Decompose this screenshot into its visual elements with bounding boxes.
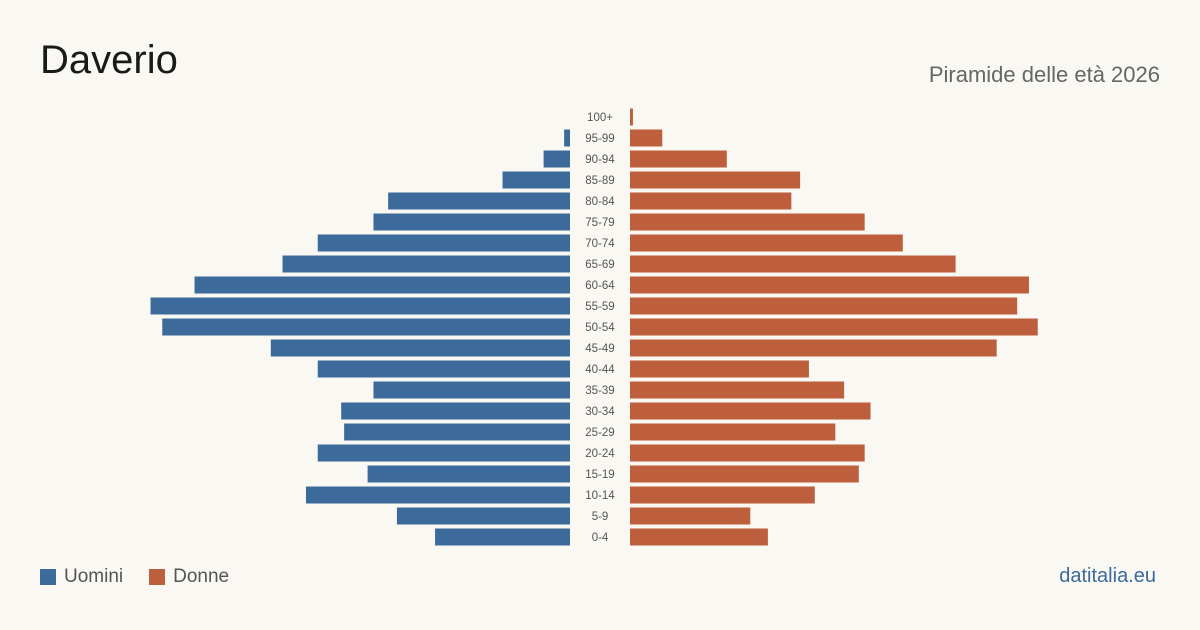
- age-label-90-94: 90-94: [585, 154, 615, 166]
- bar-women-75-79: [630, 213, 865, 231]
- bar-women-70-74: [630, 234, 903, 252]
- bar-women-85-89: [630, 171, 801, 189]
- brand-link[interactable]: datitalia.eu: [1059, 565, 1156, 587]
- age-label-65-69: 65-69: [585, 259, 614, 271]
- age-label-0-4: 0-4: [592, 532, 609, 544]
- bar-men-35-39: [373, 381, 570, 399]
- legend-swatch-women: [149, 569, 166, 585]
- bar-men-65-69: [282, 255, 570, 273]
- bar-women-10-14: [630, 486, 815, 504]
- bar-men-60-64: [194, 276, 571, 294]
- bar-women-50-54: [630, 318, 1038, 336]
- age-label-55-59: 55-59: [585, 301, 614, 313]
- legend-label-men: Uomini: [64, 566, 124, 587]
- age-label-5-9: 5-9: [592, 511, 609, 523]
- page-title: Daverio: [40, 38, 178, 82]
- bar-women-5-9: [630, 507, 751, 525]
- bar-men-10-14: [306, 486, 570, 504]
- bar-women-80-84: [630, 192, 792, 210]
- bar-men-55-59: [150, 297, 571, 315]
- bar-women-45-49: [630, 339, 997, 357]
- bar-women-40-44: [630, 360, 809, 378]
- age-label-100plus: 100+: [587, 112, 613, 124]
- bar-women-90-94: [630, 150, 727, 168]
- legend-label-women: Donne: [173, 566, 230, 587]
- bar-women-30-34: [630, 402, 871, 420]
- bar-women-25-29: [630, 423, 836, 441]
- bar-men-75-79: [373, 213, 570, 231]
- bar-women-35-39: [630, 381, 845, 399]
- age-label-20-24: 20-24: [585, 448, 615, 460]
- bar-men-40-44: [317, 360, 570, 378]
- bar-women-0-4: [630, 528, 768, 546]
- age-label-40-44: 40-44: [585, 364, 615, 376]
- bar-women-95-99: [630, 129, 663, 147]
- legend-swatch-men: [40, 569, 56, 585]
- bar-men-25-29: [344, 423, 570, 441]
- bar-men-45-49: [270, 339, 570, 357]
- bar-women-60-64: [630, 276, 1029, 294]
- bar-men-80-84: [388, 192, 570, 210]
- legend: Uomini Donne: [40, 566, 255, 588]
- bar-men-5-9: [396, 507, 570, 525]
- bar-women-100plus: [630, 108, 633, 126]
- bar-men-0-4: [435, 528, 570, 546]
- bar-men-30-34: [341, 402, 570, 420]
- age-label-10-14: 10-14: [585, 490, 615, 502]
- legend-item-men: Uomini: [40, 566, 123, 588]
- age-label-25-29: 25-29: [585, 427, 614, 439]
- age-label-15-19: 15-19: [585, 469, 614, 481]
- bar-women-20-24: [630, 444, 865, 462]
- age-label-35-39: 35-39: [585, 385, 614, 397]
- legend-item-women: Donne: [149, 566, 229, 588]
- bar-women-65-69: [630, 255, 956, 273]
- bar-men-15-19: [367, 465, 570, 483]
- bar-men-90-94: [543, 150, 570, 168]
- chart-subtitle: Piramide delle età 2026: [928, 62, 1160, 87]
- age-label-80-84: 80-84: [585, 196, 615, 208]
- bar-men-95-99: [564, 129, 570, 147]
- age-label-45-49: 45-49: [585, 343, 614, 355]
- bar-men-85-89: [502, 171, 570, 189]
- age-label-60-64: 60-64: [585, 280, 615, 292]
- age-label-50-54: 50-54: [585, 322, 615, 334]
- bar-women-55-59: [630, 297, 1018, 315]
- age-label-85-89: 85-89: [585, 175, 614, 187]
- age-label-75-79: 75-79: [585, 217, 614, 229]
- bar-men-70-74: [317, 234, 570, 252]
- age-label-95-99: 95-99: [585, 133, 614, 145]
- bar-women-15-19: [630, 465, 859, 483]
- age-label-70-74: 70-74: [585, 238, 615, 250]
- bar-men-50-54: [162, 318, 570, 336]
- bar-men-20-24: [317, 444, 570, 462]
- age-label-30-34: 30-34: [585, 406, 615, 418]
